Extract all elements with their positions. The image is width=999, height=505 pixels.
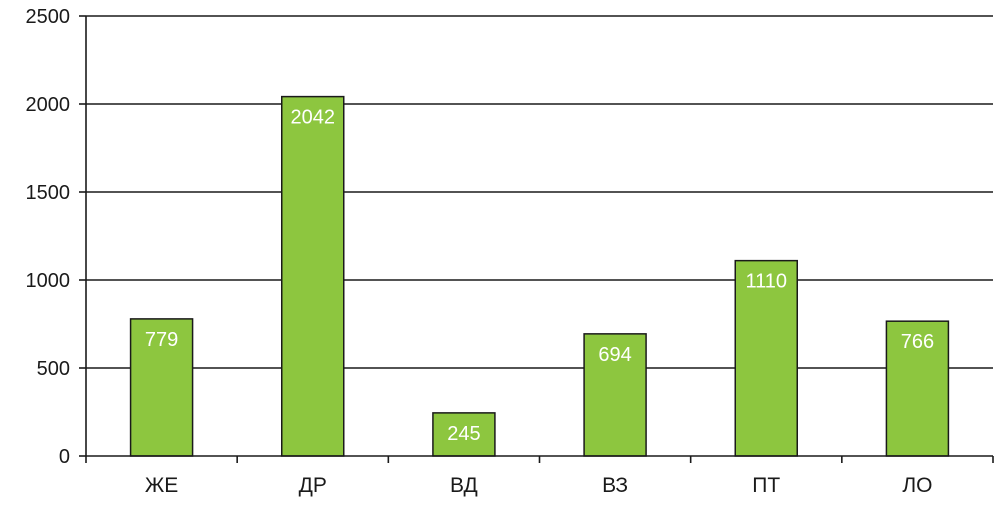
data-label-0: 779 xyxy=(145,329,178,351)
bar-5 xyxy=(885,320,950,457)
x-tick-label-5: ЛО xyxy=(902,474,932,497)
data-label-3: 694 xyxy=(598,344,631,366)
bars xyxy=(129,95,950,457)
axes xyxy=(79,15,994,463)
x-tick-label-2: ВД xyxy=(450,474,478,497)
data-label-1: 2042 xyxy=(291,107,336,129)
labels: 779 2042 245 694 1110 766 0 500 1000 1500 2000 2500… xyxy=(26,6,935,497)
bar-0 xyxy=(129,318,194,457)
data-label-5: 766 xyxy=(901,331,934,353)
x-tick-label-4: ПТ xyxy=(752,474,780,497)
gridlines xyxy=(86,15,993,369)
x-tick-label-1: ДР xyxy=(299,474,327,497)
y-tick-label-1000: 1000 xyxy=(26,270,71,292)
y-tick-label-500: 500 xyxy=(37,358,70,380)
y-tick-label-0: 0 xyxy=(59,446,70,468)
bar-3 xyxy=(583,333,647,457)
x-tick-label-3: ВЗ xyxy=(602,474,628,497)
bar-4 xyxy=(734,259,798,457)
data-label-2: 245 xyxy=(447,423,480,445)
x-tick-label-0: ЖЕ xyxy=(145,474,178,497)
bar-1 xyxy=(281,95,345,457)
data-label-4: 1110 xyxy=(745,271,787,293)
y-tick-label-2500: 2500 xyxy=(26,6,71,28)
y-tick-label-1500: 1500 xyxy=(26,182,71,204)
y-tick-label-2000: 2000 xyxy=(26,94,71,116)
